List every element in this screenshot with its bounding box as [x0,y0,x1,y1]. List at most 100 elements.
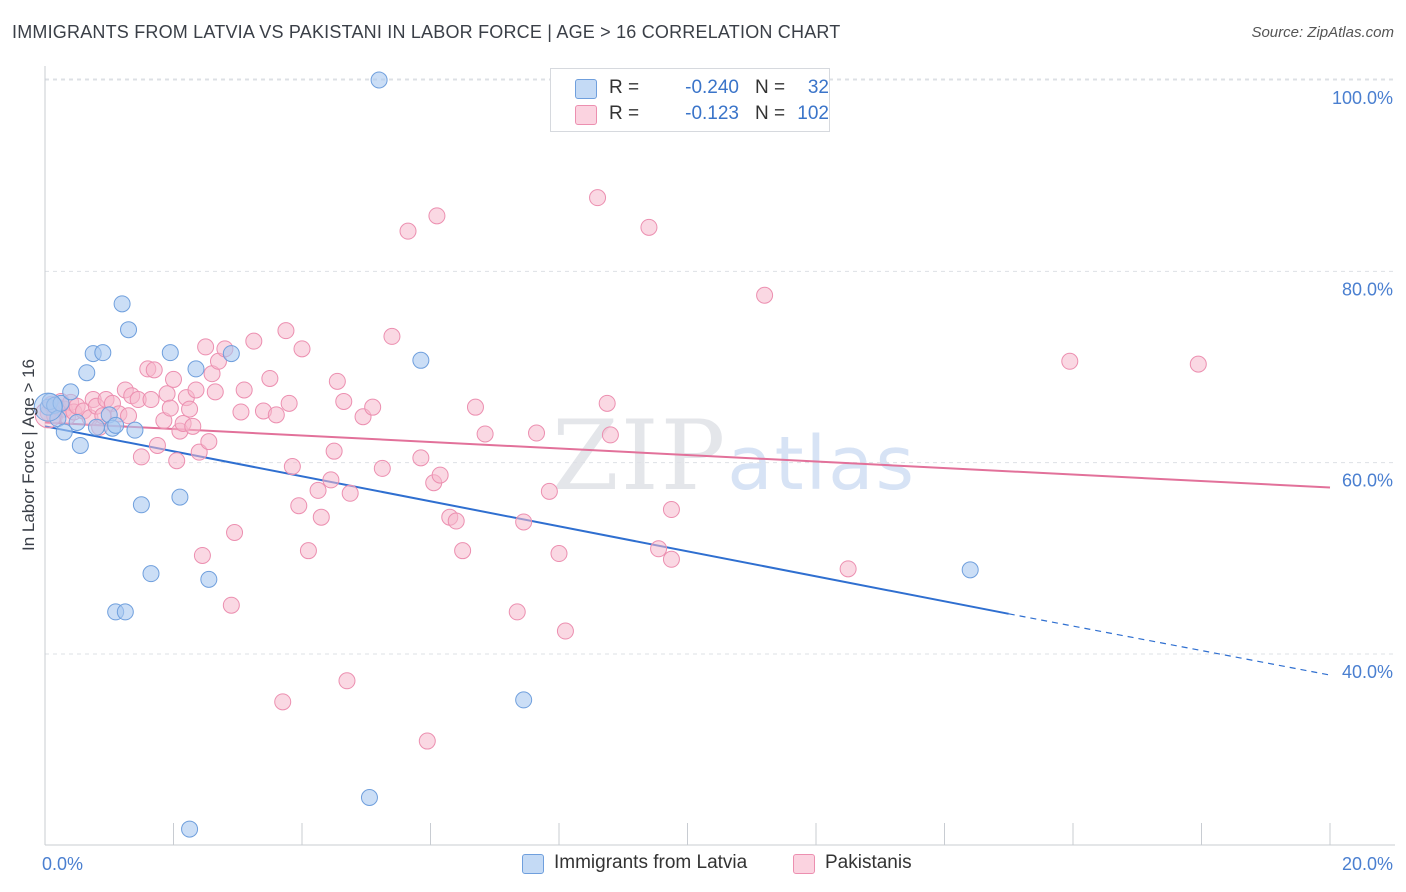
pakistanis-point [158,385,176,403]
y-tick-label: 60.0% [1342,471,1393,491]
latvia-point [78,364,96,382]
legend-n-value: 102 [797,103,829,124]
pakistanis-point [839,560,857,578]
pakistanis-point [601,426,619,444]
legend-swatch-latvia [575,79,597,99]
latvia-point [961,561,979,579]
legend-r-value: -0.123 [685,103,739,124]
pakistanis-point [447,512,465,530]
latvia-point [142,565,160,583]
series-swatch-pakistanis [793,854,815,874]
legend-n-label: N = [755,77,786,98]
pakistanis-point [142,391,160,409]
series-swatch-latvia [522,854,544,874]
pakistanis-point [226,524,244,542]
pakistanis-point [120,407,138,425]
legend-n-value: 32 [807,77,829,98]
latvia-point [370,71,388,89]
pakistanis-point [235,381,253,399]
legend-r-value: -0.240 [685,77,739,98]
pakistanis-point [528,424,546,442]
pakistanis-point [335,392,353,410]
pakistanis-point [293,340,311,358]
pakistanis-point [232,403,250,421]
pakistanis-point [181,400,199,418]
latvia-point [171,488,189,506]
pakistanis-point [267,406,285,424]
pakistanis-point [373,459,391,477]
legend-r-label: R = [609,103,640,124]
pakistanis-point [515,513,533,531]
latvia-point [132,496,150,514]
pakistanis-point [245,332,263,350]
pakistanis-point [756,286,774,304]
y-tick-label: 100.0% [1332,88,1393,108]
latvia-points [33,71,979,838]
pakistanis-point [283,457,301,475]
pakistanis-point [598,394,616,412]
latvia-point [120,321,138,339]
latvia-cluster-point [33,392,63,422]
pakistanis-point [662,550,680,568]
pakistanis-point [662,501,680,519]
source-credit: Source: ZipAtlas.com [1251,24,1394,41]
pakistanis-point [431,466,449,484]
pakistanis-point [145,361,163,379]
pakistanis-point [550,545,568,563]
pakistanis-point [418,732,436,750]
correlation-legend: R = -0.240 N = 32 R = -0.123 N = 102 [550,68,830,132]
legend-n-label: N = [755,103,786,124]
series-legend: Immigrants from Latvia Pakistanis [0,852,1406,878]
pakistanis-point [341,484,359,502]
y-tick-label: 80.0% [1342,279,1393,299]
series-label-pakistanis: Pakistanis [825,852,912,873]
latvia-point [181,820,199,838]
axes [44,66,1395,846]
pakistanis-trend-line [44,421,1331,489]
x-tick-label: 0.0% [42,854,83,874]
latvia-point [161,344,179,362]
y-tick-label: 40.0% [1342,662,1393,682]
latvia-point [107,416,125,434]
pakistanis-point [325,442,343,460]
pakistanis-point [454,542,472,560]
pakistanis-point [299,542,317,560]
pakistanis-point [399,222,417,240]
pakistanis-point [193,546,211,564]
pakistanis-point [476,425,494,443]
pakistanis-point [640,218,658,236]
pakistanis-point [206,383,224,401]
pakistanis-point [280,394,298,412]
pakistanis-point [197,338,215,356]
pakistanis-point [190,443,208,461]
chart-title: IMMIGRANTS FROM LATVIA VS PAKISTANI IN L… [12,22,841,42]
pakistanis-point [132,448,150,466]
pakistanis-point [309,481,327,499]
pakistanis-point [556,622,574,640]
latvia-point [200,570,218,588]
pakistanis-point [312,508,330,526]
latvia-point [62,383,80,401]
pakistanis-point [161,399,179,417]
latvia-point [126,421,144,439]
latvia-point [187,360,205,378]
pakistanis-point [1189,355,1207,373]
tick-labels: 40.0% 60.0% 80.0% 100.0% 0.0% 20.0% [42,88,1393,874]
legend-r-label: R = [609,77,640,98]
pakistanis-point [322,471,340,489]
trend-lines [44,421,1331,676]
latvia-point [113,295,131,313]
pakistanis-point [428,207,446,225]
pakistanis-point [187,381,205,399]
latvia-point [68,413,86,431]
latvia-point [87,418,105,436]
pakistanis-point [168,452,186,470]
y-axis-label: In Labor Force | Age > 16 [19,359,38,551]
pakistanis-point [364,398,382,416]
latvia-point [515,691,533,709]
pakistanis-point [200,433,218,451]
pakistanis-point [148,436,166,454]
x-tick-label: 20.0% [1342,854,1393,874]
pakistanis-point [261,369,279,387]
